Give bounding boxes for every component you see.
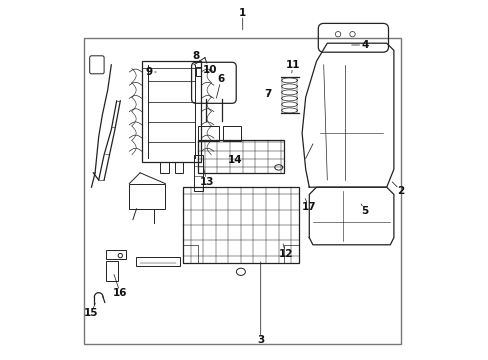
Text: 8: 8 [192,51,199,61]
Bar [197,140,284,173]
Text: 4: 4 [361,40,368,50]
Text: 11: 11 [285,60,300,70]
Text: 5: 5 [361,206,368,216]
Text: 14: 14 [228,155,243,165]
Bar [196,67,201,76]
Text: 3: 3 [257,335,264,345]
Bar [84,38,400,344]
Bar [183,187,298,263]
Bar [197,126,219,141]
Bar [183,245,197,263]
Bar [142,61,201,162]
Bar [106,261,118,281]
Text: 17: 17 [302,202,316,212]
Bar [284,245,298,263]
Bar [106,250,125,259]
Text: 7: 7 [264,89,271,99]
Text: 15: 15 [84,308,99,318]
Bar [160,162,168,173]
Text: 10: 10 [203,65,217,75]
Text: 2: 2 [397,186,404,196]
Text: 12: 12 [278,249,292,259]
Bar [194,155,203,191]
Text: 1: 1 [239,8,246,18]
Text: 13: 13 [199,177,214,187]
Text: 6: 6 [217,74,224,84]
Bar [223,126,241,141]
Bar [136,257,179,266]
Bar [174,162,183,173]
Bar [129,184,165,209]
Text: 16: 16 [113,288,127,298]
Text: 9: 9 [145,67,152,77]
